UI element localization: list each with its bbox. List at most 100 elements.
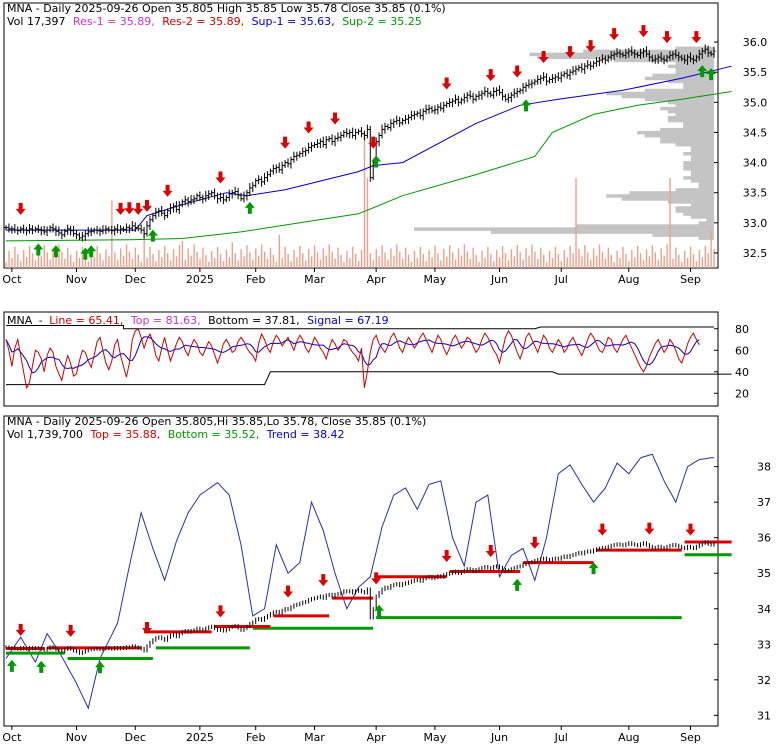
volume-bar xyxy=(122,255,125,268)
volume-bar xyxy=(637,246,639,268)
volume-bar xyxy=(675,247,677,268)
buy-arrow xyxy=(244,201,255,214)
volume-bar xyxy=(313,245,316,268)
volume-bar xyxy=(164,246,166,268)
volume-bar xyxy=(416,258,419,268)
price-header-vol: Vol 17,397 xyxy=(7,15,65,28)
volume-profile-bar xyxy=(660,106,714,111)
volume-profile-bar xyxy=(490,230,714,234)
trend-x-tick-label: Oct xyxy=(2,731,22,744)
sell-arrow xyxy=(280,136,291,149)
sell-arrow xyxy=(585,40,596,53)
volume-bar xyxy=(352,246,354,268)
volume-bar xyxy=(440,260,442,268)
volume-bar xyxy=(625,254,627,268)
volume-bar xyxy=(272,254,275,268)
volume-bar xyxy=(49,259,51,268)
volume-bar xyxy=(246,245,248,268)
volume-bar xyxy=(155,261,157,268)
volume-profile-bar xyxy=(675,103,714,108)
volume-bar xyxy=(566,257,568,268)
trend-header-vol: Vol 1,739,700 xyxy=(7,428,83,441)
volume-profile-bar xyxy=(667,200,714,204)
volume-bar xyxy=(175,256,178,268)
volume-bar xyxy=(102,260,104,268)
volume-bar xyxy=(534,251,536,268)
volume-bar xyxy=(319,259,322,268)
volume-bar xyxy=(399,251,401,268)
sell-arrow xyxy=(162,184,173,197)
volume-bar xyxy=(601,251,604,268)
volume-bar xyxy=(384,252,386,268)
volume-bar xyxy=(252,259,254,268)
x-tick-label: Jun xyxy=(490,273,508,286)
osc-header-bottom: Bottom = 37.81, xyxy=(208,314,300,327)
volume-bar xyxy=(337,247,339,268)
volume-bar xyxy=(349,258,351,268)
volume-bar xyxy=(469,258,471,268)
volume-profile-bar xyxy=(675,188,714,192)
volume-profile-bar xyxy=(667,79,714,84)
trend-x-tick-label: Dec xyxy=(125,731,146,744)
y-tick-label: 33.0 xyxy=(743,217,768,230)
volume-bar xyxy=(575,178,577,268)
volume-bar xyxy=(419,246,422,268)
osc-header-line: Line = 65.41, xyxy=(49,314,123,327)
volume-bar xyxy=(20,261,22,268)
price-header-res1: Res-1 = 35.89, xyxy=(73,15,155,28)
volume-bar xyxy=(607,247,610,268)
volume-profile-bar xyxy=(667,100,714,105)
volume-profile-bar xyxy=(667,109,714,114)
volume-bar xyxy=(169,260,172,268)
volume-bar xyxy=(375,249,377,268)
sell-arrow xyxy=(303,121,314,134)
volume-bar xyxy=(707,253,709,268)
volume-bar xyxy=(64,258,66,268)
volume-bar xyxy=(639,253,642,268)
sell-arrow xyxy=(15,202,26,215)
osc-header-dash: - xyxy=(39,314,43,327)
volume-profile-bar xyxy=(690,170,714,174)
volume-bar xyxy=(96,246,98,268)
volume-bar xyxy=(401,258,404,268)
volume-profile-bar xyxy=(652,233,714,237)
volume-bar xyxy=(87,261,90,268)
buy-arrow xyxy=(86,245,97,258)
sell-arrow xyxy=(330,112,341,125)
volume-bar xyxy=(119,248,122,268)
x-tick-label: Apr xyxy=(367,273,387,286)
volume-profile-bar xyxy=(683,85,714,90)
volume-bar xyxy=(475,254,477,268)
volume-bar xyxy=(299,246,301,268)
trend-sell-arrow xyxy=(685,523,696,536)
volume-bar xyxy=(202,247,204,268)
volume-bar xyxy=(90,250,92,268)
volume-bar xyxy=(528,255,530,268)
volume-bar xyxy=(67,247,69,268)
volume-bar xyxy=(114,252,116,268)
trend-buy-arrow xyxy=(512,578,523,591)
volume-profile-bar xyxy=(583,49,714,54)
volume-bar xyxy=(158,250,160,268)
volume-profile-bar xyxy=(575,224,714,228)
volume-bar xyxy=(484,258,486,268)
trend-sell-arrow xyxy=(644,522,655,535)
volume-bar xyxy=(243,256,245,268)
volume-profile-bar xyxy=(698,185,714,189)
volume-bar xyxy=(581,256,583,268)
price-header-line2: Vol 17,397 Res-1 = 35.89, Res-2 = 35.89,… xyxy=(7,15,422,28)
x-tick-label: Nov xyxy=(66,273,88,286)
trend-sell-arrow xyxy=(485,544,496,557)
trend-header-line1: MNA - Daily 2025-09-26 Open 35.805,Hi 35… xyxy=(7,415,426,428)
volume-bar xyxy=(258,255,260,268)
price-header-sup2: Sup-2 = 35.25 xyxy=(342,15,422,28)
volume-bar xyxy=(689,246,692,268)
volume-profile-bar xyxy=(690,203,714,207)
sell-arrow xyxy=(124,202,135,215)
buy-arrow xyxy=(80,247,91,260)
volume-bar xyxy=(393,255,395,268)
volume-bar xyxy=(190,255,192,268)
volume-bar xyxy=(531,244,533,268)
volume-profile-bar xyxy=(621,197,714,201)
